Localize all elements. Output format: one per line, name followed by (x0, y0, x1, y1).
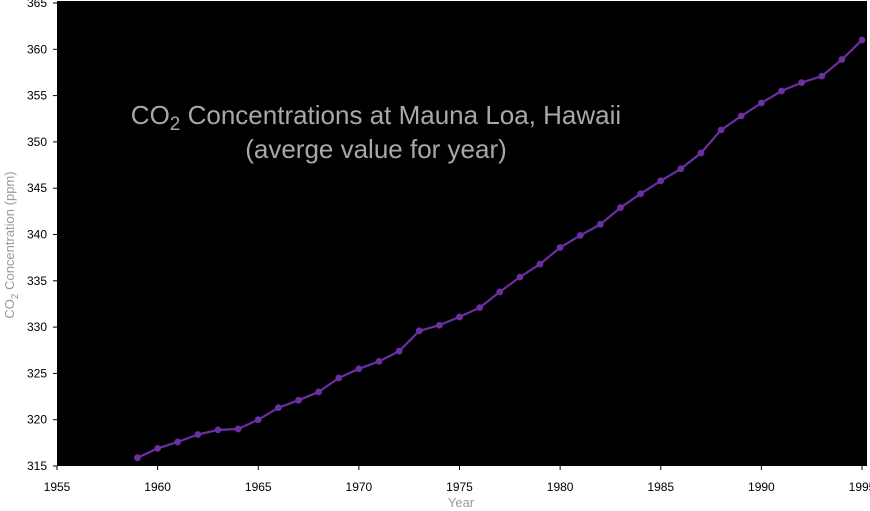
data-point (496, 288, 504, 296)
data-point (214, 426, 222, 434)
x-tick-label: 1985 (647, 480, 674, 494)
data-point (174, 438, 182, 446)
data-point (456, 313, 463, 321)
x-tick-label: 1955 (44, 480, 71, 494)
data-point (476, 304, 484, 312)
y-tick-label: 340 (27, 228, 47, 242)
data-point (818, 72, 826, 80)
y-tick-label: 365 (27, 0, 47, 10)
data-point (596, 220, 604, 228)
data-point (576, 232, 584, 239)
data-point (134, 454, 141, 462)
data-point (677, 165, 685, 173)
data-point (717, 126, 725, 134)
data-point (697, 149, 705, 157)
data-point (556, 244, 564, 251)
x-axis-title: Year (448, 495, 475, 510)
y-tick-label: 360 (27, 42, 47, 56)
axes: 315 320 325 330 335 340 345 350 355 360 365 1955 196… (27, 0, 870, 494)
data-point (757, 99, 765, 107)
data-point (536, 260, 544, 268)
data-point (234, 425, 242, 433)
y-tick-label: 315 (27, 459, 47, 473)
x-tick-label: 1975 (446, 480, 473, 494)
y-tick-label: 345 (27, 181, 47, 195)
data-point (295, 396, 302, 404)
series-marks (134, 36, 866, 462)
plot-background (57, 1, 867, 466)
x-tick-label: 1970 (346, 480, 373, 494)
chart-title-line1: CO2 Concentrations at Mauna Loa, Hawaii (131, 100, 621, 135)
data-point (415, 327, 423, 335)
data-point (335, 374, 343, 382)
chart-title-line2: (averge value for year) (245, 134, 507, 164)
data-point (516, 273, 524, 281)
x-tick-label: 1990 (748, 480, 775, 494)
y-tick-label: 325 (27, 366, 47, 380)
x-tick-label: 1965 (245, 480, 272, 494)
y-tick-label: 330 (27, 320, 47, 334)
data-point (838, 56, 846, 63)
x-tick-label: 1980 (547, 480, 574, 494)
data-point (737, 112, 745, 120)
data-point (858, 36, 866, 44)
data-point (798, 79, 806, 87)
y-tick-label: 350 (27, 135, 47, 149)
data-point (375, 357, 383, 365)
y-axis-title: CO2 Concentration (ppm) (2, 171, 21, 318)
data-point (274, 404, 282, 412)
data-point (657, 177, 665, 185)
x-tick-label: 1960 (144, 480, 171, 494)
y-tick-label: 335 (27, 274, 47, 288)
data-point (355, 365, 363, 373)
data-point (194, 431, 202, 438)
data-point (154, 445, 162, 452)
data-point (617, 204, 624, 212)
data-point (778, 87, 785, 95)
y-tick-label: 355 (27, 89, 47, 103)
x-tick-label: 1995 (849, 480, 870, 494)
data-point (395, 347, 403, 355)
data-point (315, 388, 323, 396)
data-point (254, 416, 262, 424)
data-point (637, 190, 645, 198)
data-point (435, 321, 443, 329)
y-tick-label: 320 (27, 413, 47, 427)
